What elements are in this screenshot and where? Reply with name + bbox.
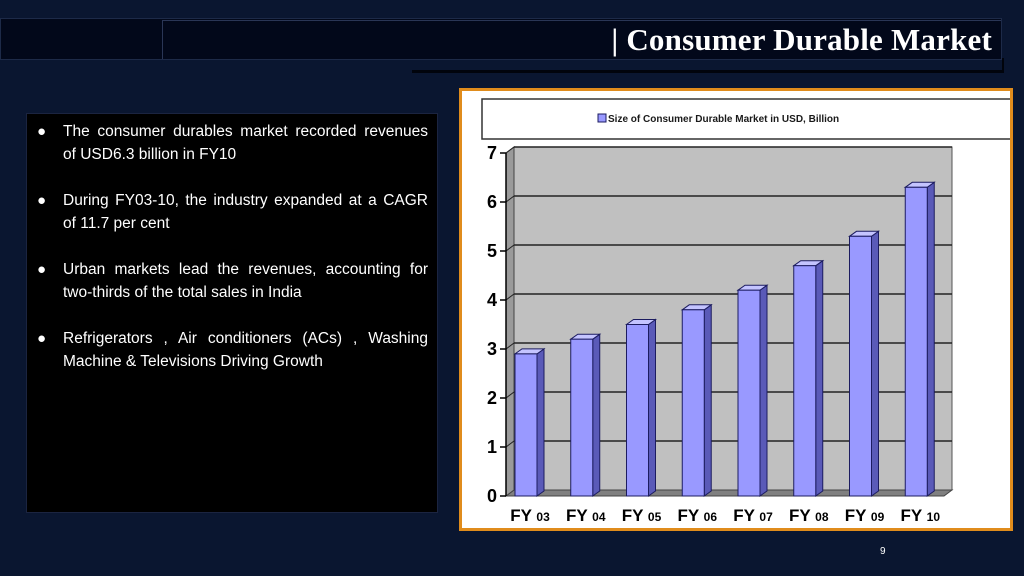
bar-side: [703, 303, 712, 497]
bullet-item: ● The consumer durables market recorded r…: [35, 120, 428, 166]
x-tick-label: FY 07: [733, 506, 773, 525]
bullet-item: ● During FY03-10, the industry expanded a…: [35, 189, 428, 235]
x-tick-label: FY 10: [901, 506, 941, 525]
y-tick-label: 7: [487, 143, 497, 163]
x-tick-label: FY 08: [789, 506, 829, 525]
gridline-side: [505, 244, 515, 252]
gridline-side: [505, 391, 515, 399]
plot-area: 0 1 2 3 4 5 6 7 FY 03 FY 04 FY 05 FY 06 FY 07 FY 08 FY…: [487, 143, 954, 525]
bar-chart: Size of Consumer Durable Market in USD, …: [481, 98, 1010, 525]
bar: [849, 235, 872, 497]
bar-side: [871, 230, 879, 497]
gridline-side: [505, 342, 515, 350]
bar: [626, 324, 649, 497]
x-tick-label: FY 03: [510, 506, 550, 525]
bar-side: [592, 333, 601, 497]
bullet-item: ● Refrigerators , Air conditioners (ACs) …: [35, 327, 428, 373]
chart-frame: Size of Consumer Durable Market in USD, …: [459, 88, 1013, 531]
bar: [514, 353, 538, 497]
bar: [681, 309, 705, 497]
y-tick-label: 3: [487, 339, 497, 359]
text-panel: ● The consumer durables market recorded r…: [26, 113, 438, 513]
gridline-side: [505, 440, 515, 448]
page-number: 9: [880, 546, 886, 557]
title-inner-frame: [162, 20, 1001, 59]
y-tick-label: 0: [487, 486, 497, 506]
bar-side: [648, 318, 656, 497]
bar-side: [815, 259, 824, 497]
x-tick-label: FY 06: [678, 506, 718, 525]
bar: [570, 338, 594, 497]
x-tick-label: FY 05: [622, 506, 662, 525]
bullet-list: ● The consumer durables market recorded r…: [27, 114, 437, 373]
bullet-item: ● Urban markets lead the revenues, accoun…: [35, 258, 428, 304]
legend-label: Size of Consumer Durable Market in USD, …: [608, 114, 839, 125]
y-tick-label: 5: [487, 241, 497, 261]
legend-box: [481, 98, 1010, 140]
y-tick-label: 2: [487, 388, 497, 408]
slide-title: | Consumer Durable Market: [611, 22, 992, 57]
bar-side: [926, 181, 935, 497]
y-tick-label: 1: [487, 437, 497, 457]
bullet-icon: ●: [37, 123, 47, 140]
bullet-icon: ●: [37, 261, 47, 278]
bullet-icon: ●: [37, 192, 47, 209]
y-tick-label: 6: [487, 192, 497, 212]
bar: [793, 265, 817, 497]
bar: [904, 186, 928, 497]
gridline-side: [505, 195, 515, 203]
bullet-text: During FY03-10, the industry expanded at…: [63, 192, 428, 232]
x-tick-label: FY 04: [566, 506, 606, 525]
gridline-side: [505, 146, 515, 154]
title-bar: [0, 18, 1002, 60]
bar-side: [759, 284, 768, 497]
bullet-text: Urban markets lead the revenues, account…: [63, 261, 428, 301]
bullet-text: Refrigerators , Air conditioners (ACs) ,…: [63, 330, 428, 370]
bar-side: [536, 347, 545, 497]
bar: [737, 289, 761, 497]
x-tick-label: FY 09: [845, 506, 885, 525]
bullet-text: The consumer durables market recorded re…: [63, 123, 428, 163]
gridline-side: [505, 293, 515, 301]
bullet-icon: ●: [37, 330, 47, 347]
title-underline: [412, 58, 1004, 73]
legend-swatch: [597, 113, 607, 123]
y-tick-label: 4: [487, 290, 497, 310]
